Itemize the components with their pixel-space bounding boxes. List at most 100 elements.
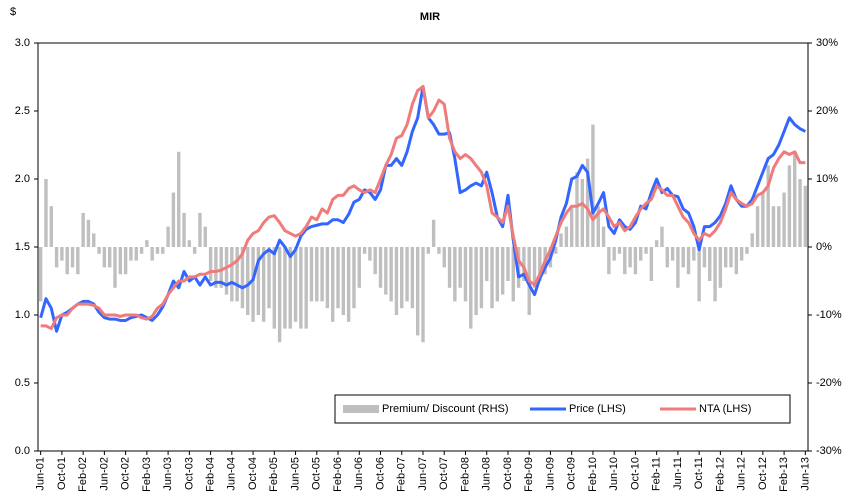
x-tick-label: Jun-01	[35, 457, 47, 491]
y2-tick-label: 0%	[816, 241, 832, 253]
bar	[426, 247, 431, 254]
bar	[38, 247, 43, 302]
bar	[378, 247, 383, 288]
bar	[352, 247, 356, 309]
bar	[224, 247, 229, 295]
bar	[554, 247, 558, 254]
bar	[564, 226, 569, 247]
bar	[447, 247, 452, 288]
x-tick-label: Jun-07	[417, 457, 429, 491]
bar	[315, 247, 319, 302]
bar	[660, 226, 664, 247]
y-tick-label: 1.5	[15, 241, 30, 253]
bar	[617, 247, 622, 254]
x-tick-label: Feb-06	[332, 457, 344, 492]
bar	[336, 247, 340, 309]
x-tick-label: Jun-08	[481, 457, 493, 491]
y-axis-label: $	[10, 6, 16, 18]
bar	[798, 179, 802, 247]
bar	[681, 247, 685, 268]
bar	[623, 247, 627, 275]
bar	[697, 247, 701, 302]
bar	[442, 247, 446, 268]
legend-box	[334, 394, 791, 424]
x-tick-label: Jun-05	[289, 457, 301, 491]
bar	[532, 247, 537, 288]
x-tick-label: Oct-03	[183, 457, 195, 490]
bar	[692, 247, 696, 261]
bar	[702, 247, 707, 268]
bar	[676, 247, 680, 288]
bar	[458, 247, 462, 288]
bar	[415, 247, 420, 336]
bar	[803, 185, 808, 247]
bar	[81, 213, 85, 247]
x-tick-label: Feb-09	[523, 457, 535, 492]
y2-tick-label: 10%	[816, 173, 838, 185]
bar	[591, 124, 595, 247]
bar	[49, 206, 53, 247]
bar	[299, 247, 303, 329]
bar	[766, 165, 770, 247]
bar	[155, 247, 160, 254]
bar	[469, 247, 473, 329]
bar	[585, 158, 590, 247]
bar	[575, 172, 579, 247]
bar	[357, 247, 361, 288]
bar	[474, 247, 478, 315]
bar	[76, 247, 80, 275]
y2-tick-label: 30%	[816, 37, 838, 49]
y2-tick-label: -10%	[816, 309, 842, 321]
y-tick-label: 0.5	[15, 377, 30, 389]
y2-tick-label: -30%	[816, 445, 842, 457]
x-tick-label: Jun-04	[226, 457, 238, 491]
bar	[734, 247, 739, 275]
bar	[405, 247, 409, 302]
bar	[511, 247, 515, 302]
bar	[118, 247, 123, 275]
bar	[341, 247, 346, 315]
bar	[208, 247, 213, 281]
bar	[580, 179, 585, 247]
y-tick-label: 3.0	[15, 37, 30, 49]
x-tick-label: Oct-09	[566, 457, 578, 490]
bar	[145, 240, 149, 247]
bar	[522, 247, 526, 281]
bar	[283, 247, 287, 329]
chart-title: MIR	[420, 11, 440, 23]
bar	[384, 247, 388, 295]
bar	[569, 206, 574, 247]
bar	[665, 247, 669, 268]
bar	[203, 226, 207, 247]
bar	[230, 247, 234, 302]
y2-tick-label: -20%	[816, 377, 842, 389]
x-tick-label: Feb-13	[778, 457, 790, 492]
bar	[777, 206, 781, 247]
bar	[272, 247, 277, 329]
bar	[612, 247, 616, 261]
bar	[107, 247, 112, 268]
bar	[331, 247, 335, 322]
bar	[182, 213, 186, 247]
bar	[129, 247, 133, 261]
x-tick-label: Jun-12	[736, 457, 748, 491]
x-tick-label: Oct-10	[629, 457, 641, 490]
x-tick-label: Oct-11	[693, 457, 705, 489]
x-tick-label: Feb-07	[396, 457, 408, 492]
bar	[479, 247, 484, 309]
bar	[192, 247, 197, 254]
bar	[320, 247, 324, 302]
bar	[150, 247, 154, 261]
bar	[123, 247, 128, 275]
bar	[251, 247, 255, 322]
bar	[739, 247, 744, 261]
x-tick-label: Jun-03	[162, 457, 174, 491]
x-tick-label: Jun-02	[98, 457, 110, 491]
bar	[745, 247, 749, 254]
bar	[261, 247, 266, 322]
bar	[214, 247, 218, 288]
bar	[490, 247, 494, 309]
x-tick-label: Jun-10	[608, 457, 620, 491]
bar	[161, 247, 165, 254]
x-tick-label: Oct-01	[56, 457, 68, 490]
